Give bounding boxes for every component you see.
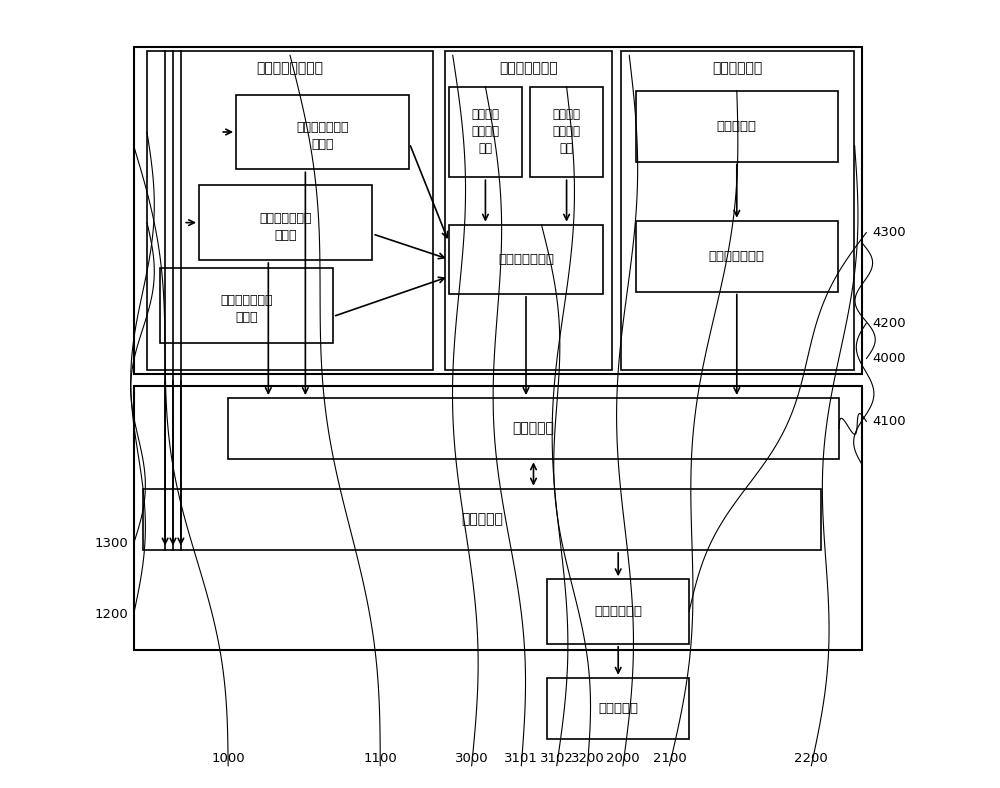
Bar bbox=[134, 386, 862, 650]
Bar bbox=[449, 225, 603, 294]
Bar bbox=[160, 268, 333, 343]
Bar bbox=[621, 51, 854, 370]
Text: 远程服务器: 远程服务器 bbox=[598, 702, 638, 715]
Text: 2000: 2000 bbox=[606, 752, 640, 764]
Text: 3101: 3101 bbox=[504, 752, 538, 764]
Bar bbox=[547, 678, 689, 739]
Bar bbox=[147, 51, 433, 370]
Text: 第一道路
间超声波
探头: 第一道路 间超声波 探头 bbox=[471, 109, 499, 155]
Text: 4000: 4000 bbox=[872, 352, 905, 365]
Bar bbox=[449, 87, 522, 177]
Text: 超声波检测主机: 超声波检测主机 bbox=[498, 253, 554, 266]
Text: 第一单片机: 第一单片机 bbox=[513, 422, 554, 436]
Bar bbox=[236, 95, 409, 169]
Text: 1100: 1100 bbox=[363, 752, 397, 764]
Text: 4100: 4100 bbox=[872, 415, 906, 428]
Text: 轮胎识别器: 轮胎识别器 bbox=[717, 120, 757, 132]
Bar bbox=[445, 51, 612, 370]
Text: 轮胎识别控制器: 轮胎识别控制器 bbox=[709, 250, 765, 262]
Bar bbox=[636, 221, 838, 292]
Bar bbox=[199, 185, 372, 260]
Text: 3102: 3102 bbox=[540, 752, 574, 764]
Bar bbox=[134, 47, 862, 374]
Text: 3000: 3000 bbox=[455, 752, 488, 764]
Text: 1200: 1200 bbox=[94, 608, 128, 621]
Text: 网络通信模块: 网络通信模块 bbox=[594, 605, 642, 618]
Text: 4300: 4300 bbox=[872, 226, 906, 239]
Bar bbox=[228, 398, 839, 459]
Text: 第二单片机: 第二单片机 bbox=[461, 512, 503, 526]
Text: 1000: 1000 bbox=[211, 752, 245, 764]
Text: 4200: 4200 bbox=[872, 317, 906, 329]
Bar bbox=[636, 91, 838, 162]
Text: 第一车道信息监
测单元: 第一车道信息监 测单元 bbox=[296, 121, 349, 151]
Bar bbox=[530, 87, 603, 177]
Text: 超声波监测模块: 超声波监测模块 bbox=[499, 61, 558, 76]
Text: 车道信息监测模块: 车道信息监测模块 bbox=[256, 61, 323, 76]
Text: 2200: 2200 bbox=[794, 752, 828, 764]
Text: 1300: 1300 bbox=[94, 537, 128, 550]
Bar bbox=[143, 489, 821, 550]
Text: 第三车道信息监
测单元: 第三车道信息监 测单元 bbox=[220, 294, 273, 325]
Bar bbox=[547, 579, 689, 644]
Text: 2100: 2100 bbox=[653, 752, 686, 764]
Text: 轮胎识别模块: 轮胎识别模块 bbox=[712, 61, 763, 76]
Text: 第二道路
间超声波
探头: 第二道路 间超声波 探头 bbox=[553, 109, 581, 155]
Text: 第二车道信息监
测单元: 第二车道信息监 测单元 bbox=[259, 211, 312, 242]
Text: 3200: 3200 bbox=[571, 752, 604, 764]
